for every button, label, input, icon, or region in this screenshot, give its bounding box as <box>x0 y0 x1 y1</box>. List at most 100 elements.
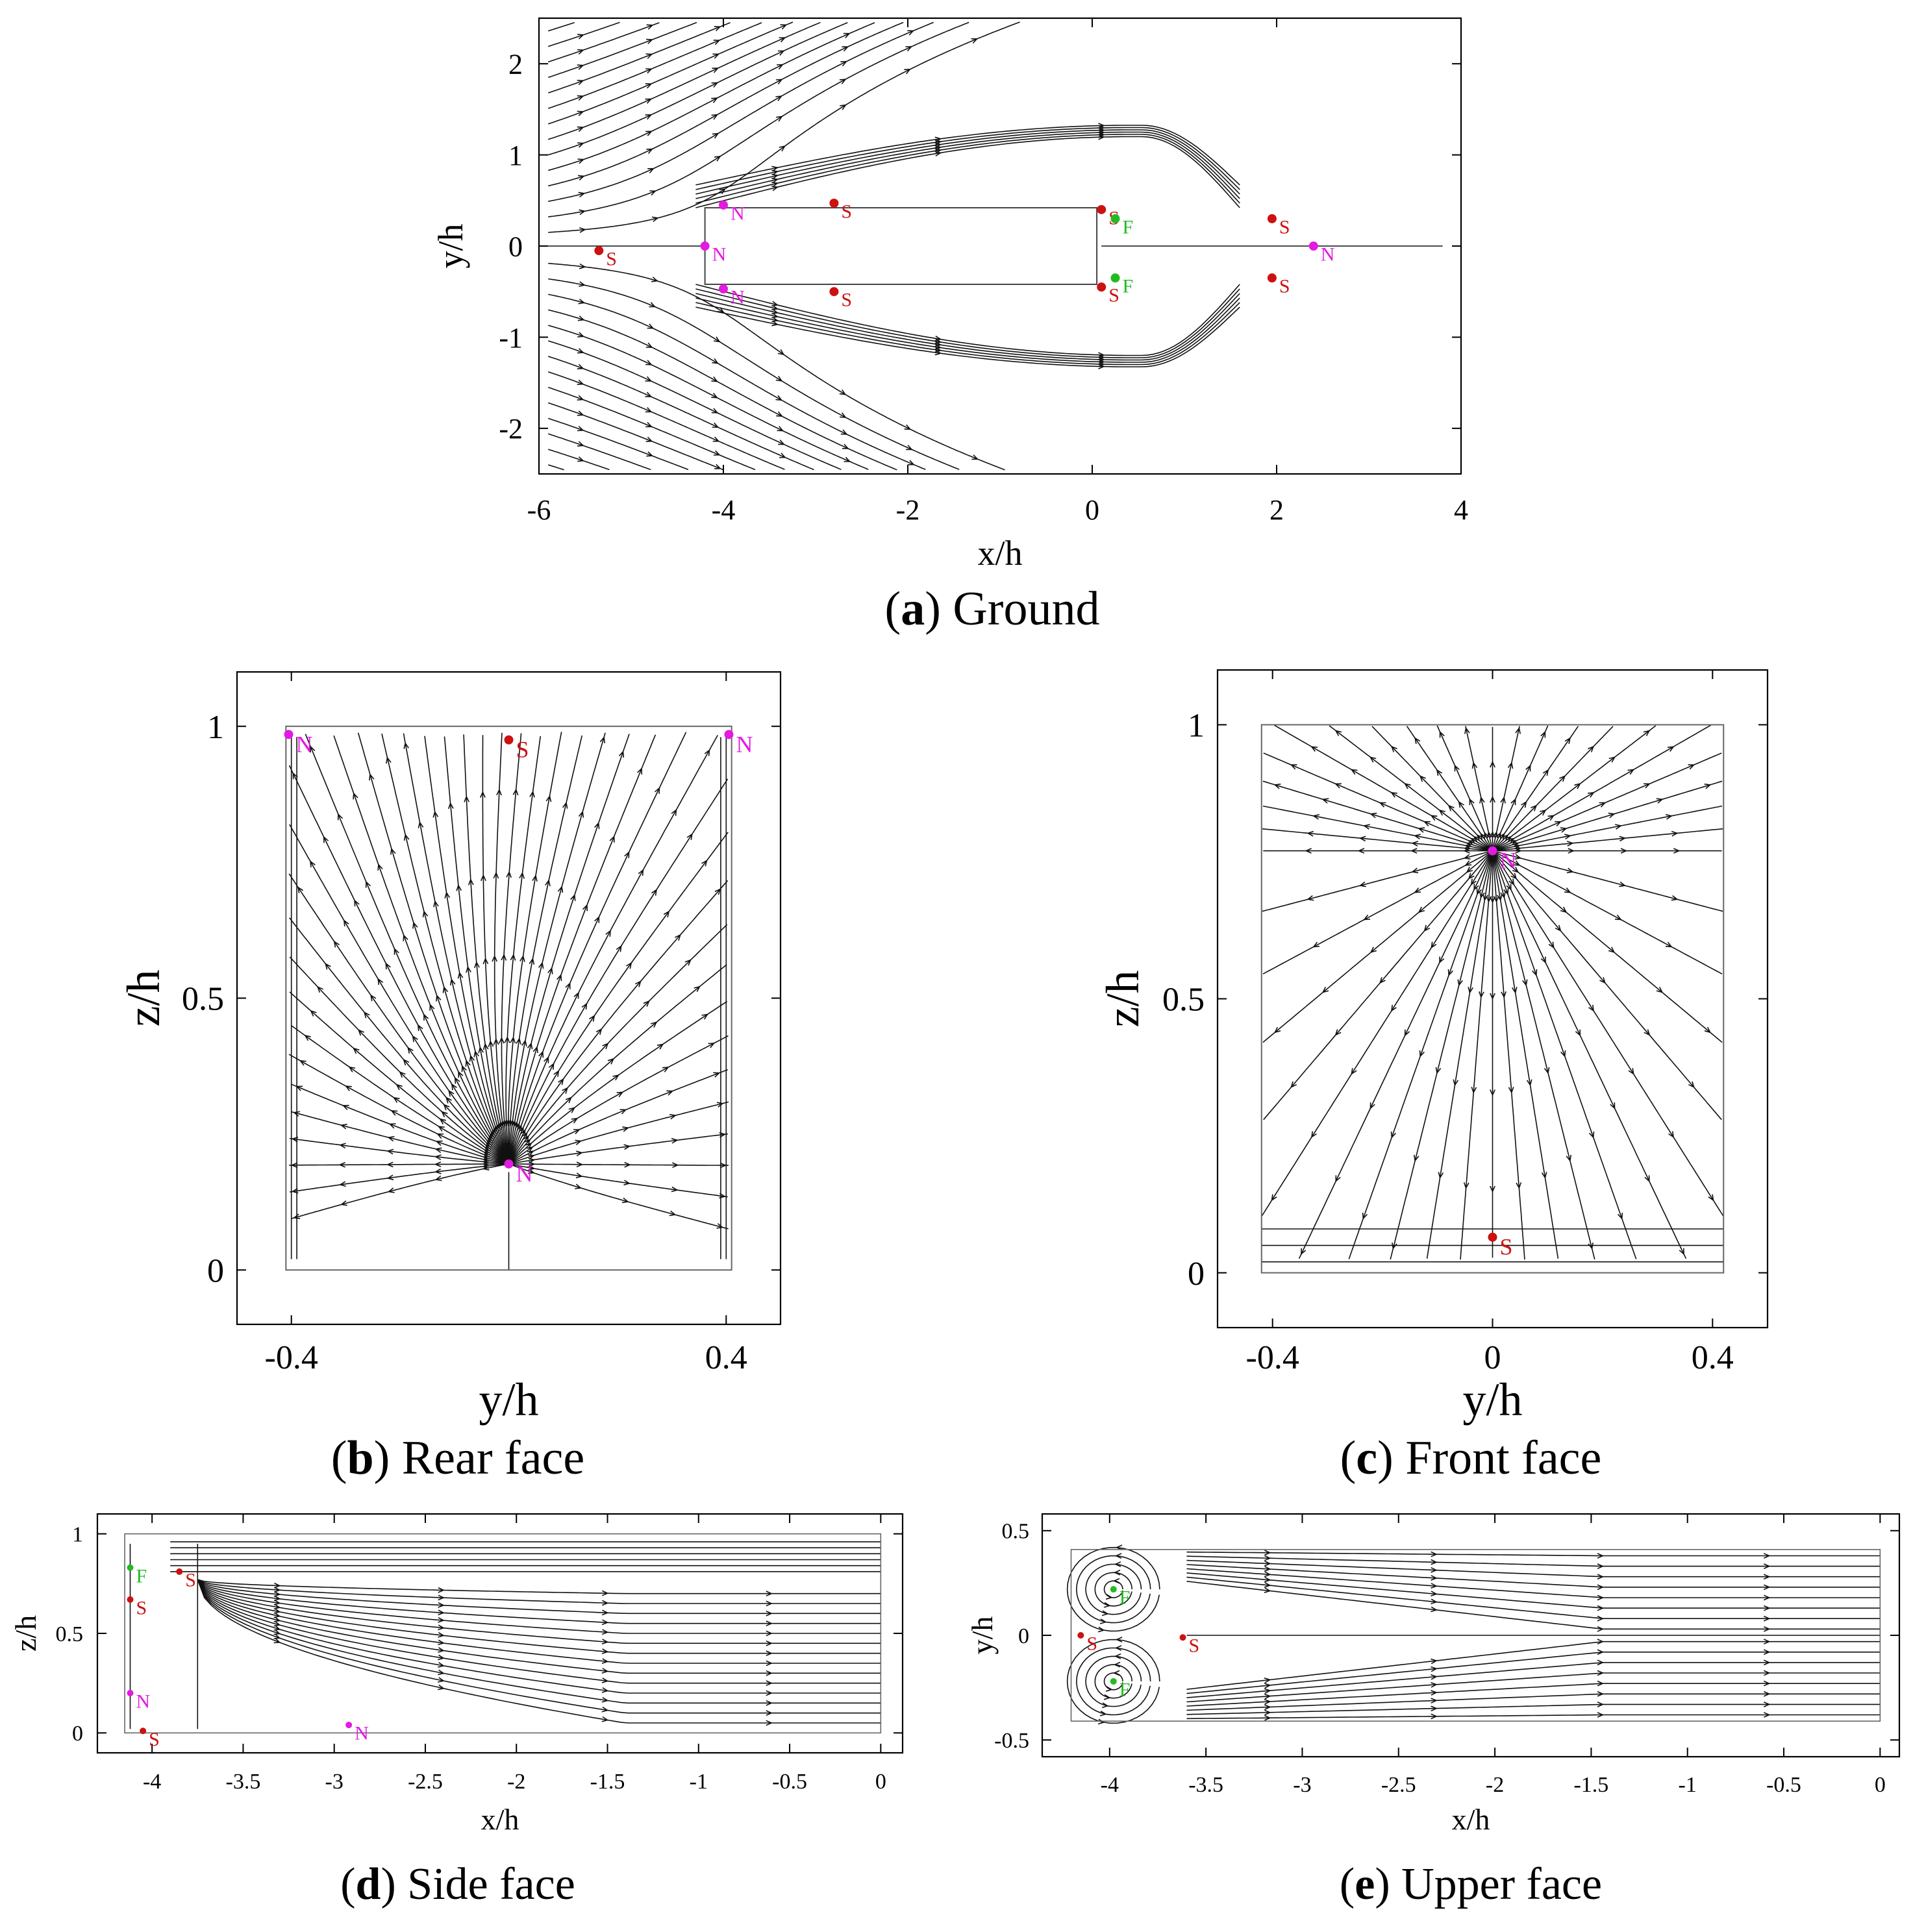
streamline-arrow <box>538 1050 544 1058</box>
streamline-arrow <box>766 1670 773 1676</box>
streamline <box>1263 852 1492 1121</box>
streamline-arrow <box>1597 1670 1605 1676</box>
streamline-arrow <box>553 1070 560 1077</box>
streamline-arrow <box>273 1625 281 1631</box>
critical-point-n <box>719 284 728 293</box>
critical-point-n <box>284 730 294 739</box>
streamline-arrow <box>1264 1566 1271 1572</box>
streamline <box>1094 1664 1132 1699</box>
streamline <box>508 735 583 1162</box>
streamline-arrow <box>1473 836 1481 843</box>
streamline-arrow <box>422 910 429 918</box>
streamline-arrow <box>1431 1575 1438 1581</box>
streamline-arrow <box>671 1137 679 1144</box>
x-tick-label: -4 <box>1101 1773 1119 1797</box>
y-tick-label: 1 <box>72 1523 83 1547</box>
streamline-arrow <box>779 145 786 152</box>
streamline-arrow <box>442 985 449 993</box>
x-tick-label: 0 <box>1484 1339 1501 1376</box>
streamline-arrow <box>766 1660 773 1666</box>
streamline-arrow <box>577 348 584 354</box>
streamline-arrow <box>839 79 847 84</box>
x-tick-label: 0.4 <box>705 1339 747 1376</box>
streamline-arrow <box>273 1608 281 1614</box>
streamline-arrow <box>1369 1102 1375 1109</box>
streamline-arrow <box>1105 1686 1113 1692</box>
streamline-arrow <box>1369 756 1377 763</box>
streamline-arrow <box>1114 1653 1121 1659</box>
streamline-arrow <box>363 1011 370 1019</box>
streamline-arrow <box>1507 762 1514 769</box>
streamline-arrow <box>1501 991 1507 998</box>
streamline-arrow <box>1763 1615 1771 1622</box>
streamline <box>197 1579 881 1674</box>
panel-caption: (a) Ground <box>885 582 1100 636</box>
panel-e-upper-face: -4 -3.5 -3 -2.5 -2 -1.5 -1 -0.5 0 -0.5 0 0.5 x/h y/h (… <box>966 1513 1901 1909</box>
streamline-arrow <box>1564 737 1571 745</box>
streamline-arrow <box>1490 896 1495 904</box>
streamline-arrow <box>1597 1563 1605 1570</box>
streamline-arrow <box>771 166 779 172</box>
streamline <box>1494 828 1723 852</box>
streamline <box>547 22 660 63</box>
streamline-arrow <box>449 978 456 985</box>
streamline <box>547 22 875 171</box>
critical-point-label: S <box>516 737 529 763</box>
streamline-arrow <box>1466 841 1473 848</box>
streamline-arrow <box>1560 1050 1566 1058</box>
streamline-arrow <box>518 1126 524 1134</box>
streamline-arrow <box>1643 730 1651 736</box>
y-tick-label: -1 <box>499 322 523 354</box>
streamline-arrow <box>575 1183 582 1189</box>
critical-point-n <box>504 1159 514 1169</box>
streamline <box>1186 1693 1881 1711</box>
caption-text: Front face <box>1405 1431 1601 1485</box>
critical-point-label: N <box>1321 244 1335 266</box>
streamline-arrow <box>575 1172 583 1179</box>
streamline-arrow <box>1404 1029 1410 1037</box>
streamline-arrow <box>1099 1711 1107 1716</box>
streamline-arrow <box>646 38 653 45</box>
critical-point-s <box>176 1568 183 1575</box>
streamline-arrow <box>512 788 519 796</box>
critical-point-s <box>1097 204 1107 214</box>
streamline-arrow <box>1763 1649 1771 1655</box>
streamline-arrow <box>766 1600 773 1607</box>
caption-paren-open: ( <box>340 1859 355 1909</box>
streamline <box>424 736 508 1162</box>
streamline-arrow <box>1688 1081 1695 1088</box>
critical-point-label: N <box>516 1161 533 1187</box>
streamline-arrow <box>711 97 718 103</box>
streamline <box>291 1025 508 1164</box>
streamline-arrow <box>1541 1172 1547 1179</box>
streamline-arrow <box>771 320 779 327</box>
streamline-arrow <box>1264 1576 1271 1583</box>
streamline-arrow <box>708 1043 716 1048</box>
x-axis-label: x/h <box>1452 1803 1490 1836</box>
streamline <box>508 734 656 1162</box>
streamline-arrow <box>971 38 979 44</box>
streamline-arrow <box>1098 356 1105 363</box>
streamline-arrow <box>395 1084 403 1091</box>
streamline-arrow <box>1098 129 1105 136</box>
x-axis-label: x/h <box>481 1803 519 1836</box>
streamline-arrow <box>466 965 471 973</box>
streamline-arrow <box>385 962 391 970</box>
streamline-arrow <box>386 756 392 764</box>
critical-point-label: S <box>1279 216 1290 238</box>
streamline-arrow <box>386 1148 394 1155</box>
x-tick-label: 0 <box>875 1770 886 1794</box>
streamline-arrow <box>1464 726 1470 734</box>
streamline-arrow <box>529 958 535 965</box>
streamline-arrow <box>607 1058 615 1065</box>
caption-paren-close: ) <box>925 582 953 636</box>
streamline-arrow <box>418 1024 423 1032</box>
streamline-arrow <box>1559 775 1566 782</box>
streamline-arrow <box>1273 1026 1281 1034</box>
streamline-arrow <box>1439 956 1445 964</box>
critical-point-s <box>594 246 604 256</box>
streamline-arrow <box>339 1181 346 1187</box>
streamline <box>1262 828 1492 852</box>
y-tick-label: 0 <box>207 1252 224 1289</box>
streamline-arrow <box>645 360 653 365</box>
